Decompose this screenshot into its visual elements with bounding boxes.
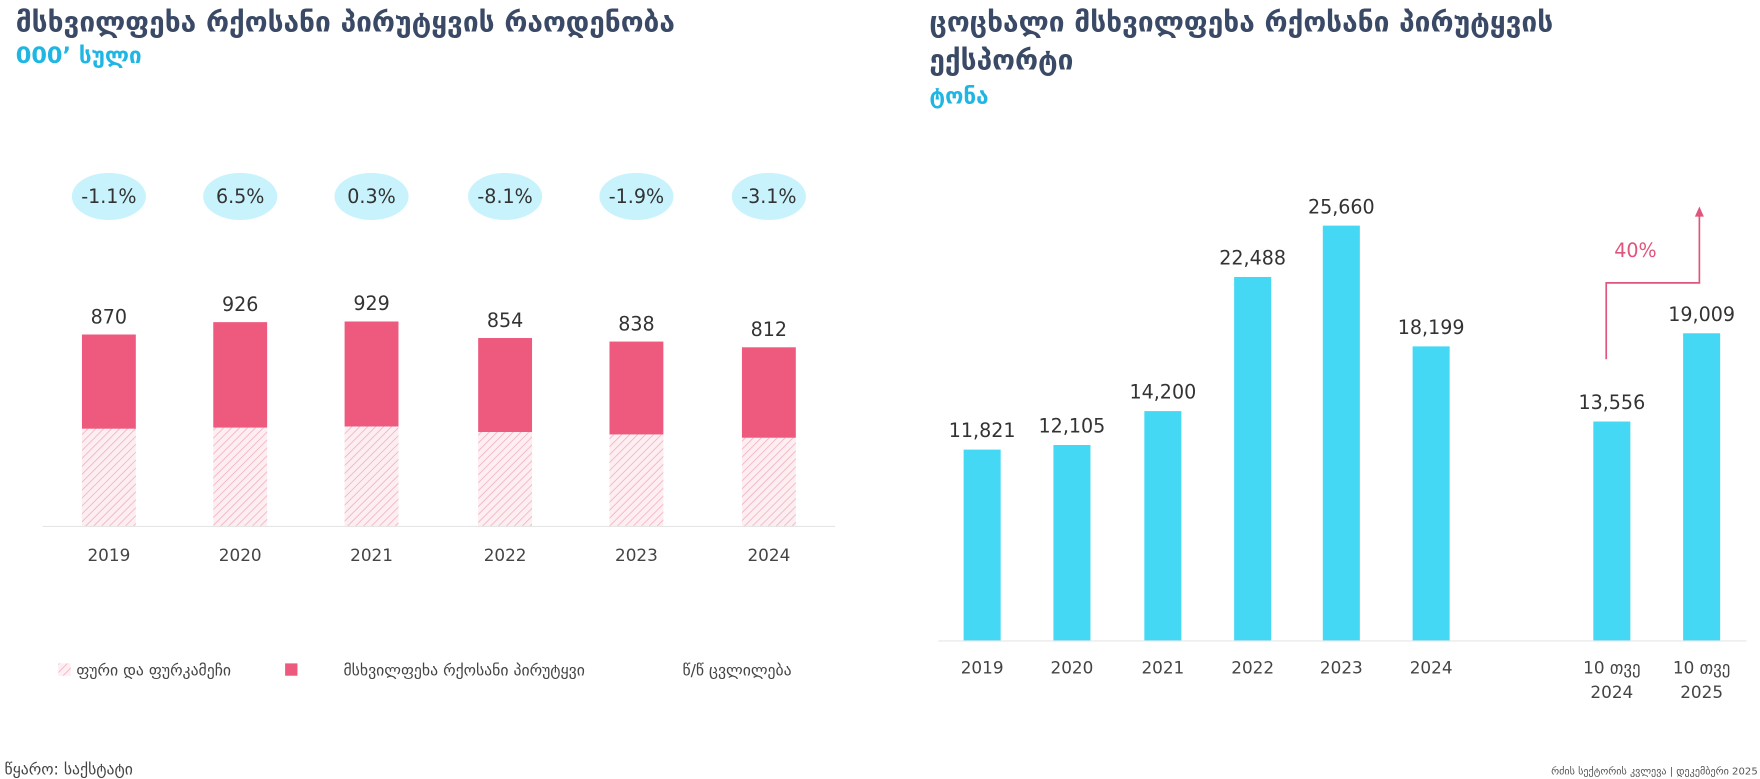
total-label-2020: 926 [222, 294, 258, 316]
footer-note: რძის სექტორის კვლევა | დეკემბერი 2025 [1551, 766, 1758, 778]
change-label-2020: 6.5% [216, 186, 264, 208]
change-label-2022: -8.1% [477, 186, 532, 208]
bar-cattle-2019 [81, 334, 136, 429]
x-tick-2019-line1: 2019 [961, 657, 1004, 677]
change-label-2021: 0.3% [347, 186, 395, 208]
x-tick-2024: 2024 [747, 545, 790, 565]
bar-cows-2023 [609, 434, 664, 527]
left-chart: 870 2019 -1.1% 926 2020 6.5% 929 2021 0.3% 854 202… [71, 172, 806, 565]
bar-2021 [1144, 411, 1182, 641]
change-bubble-2024 [731, 172, 806, 221]
bar-10 თვე-2025 [1683, 333, 1721, 641]
x-tick-10 თვე-2024-line1: 10 თვე [1583, 657, 1640, 677]
left-chart-title: მსხვილფეხა რქოსანი პირუტყვის რაოდენობა [16, 5, 675, 38]
total-label-2021: 929 [353, 293, 389, 315]
x-tick-2020-line1: 2020 [1051, 657, 1094, 677]
x-tick-2022-line1: 2022 [1231, 657, 1274, 677]
value-label-2020: 12,105 [1039, 416, 1106, 438]
legend-solid-swatch [285, 663, 298, 676]
x-tick-2020: 2020 [219, 545, 262, 565]
bar-2020 [1053, 445, 1091, 641]
x-tick-10 თვე-2025-line1: 10 თვე [1673, 657, 1730, 677]
bar-10 თვე-2024 [1593, 421, 1631, 641]
bar-cows-2024 [741, 437, 796, 527]
x-tick-2021-line1: 2021 [1141, 657, 1184, 677]
bar-2023 [1322, 225, 1360, 641]
value-label-2021: 14,200 [1129, 382, 1196, 404]
x-tick-2023: 2023 [615, 545, 658, 565]
legend-solid-label: მსხვილფეხა რქოსანი პირუტყვი [343, 661, 584, 680]
change-bubble-2019 [71, 172, 146, 221]
bar-2022 [1234, 276, 1272, 641]
bar-cows-2021 [344, 426, 399, 527]
total-label-2024: 812 [751, 319, 787, 341]
value-label-2023: 25,660 [1308, 196, 1375, 218]
source-note: წყარო: საქსტატი [4, 760, 132, 779]
growth-annotation: 40% [1614, 240, 1656, 262]
bar-cows-2022 [478, 432, 533, 527]
change-label-2024: -3.1% [741, 186, 796, 208]
value-label-10 თვე-2024: 13,556 [1578, 392, 1645, 414]
bar-cattle-2023 [609, 341, 664, 435]
total-label-2022: 854 [487, 310, 523, 332]
value-label-2019: 11,821 [949, 420, 1016, 442]
growth-arrow-line [1605, 213, 1701, 360]
bar-cattle-2021 [344, 321, 399, 427]
arrow-head-icon [1694, 206, 1704, 217]
right-chart: 11,821 2019 12,105 2020 14,200 2021 22,488 2022… [949, 196, 1735, 702]
total-label-2019: 870 [91, 306, 127, 328]
value-label-2022: 22,488 [1219, 248, 1286, 270]
bar-2019 [963, 449, 1001, 641]
change-label-2019: -1.1% [81, 186, 136, 208]
x-tick-2024-line1: 2024 [1410, 657, 1453, 677]
bar-cows-2019 [81, 428, 136, 527]
right-chart-title-line1: ცოცხალი მსხვილფეხა რქოსანი პირუტყვის [929, 5, 1553, 38]
legend-change-label: წ/წ ცვლილება [682, 661, 791, 680]
x-tick-10 თვე-2025-line2: 2025 [1680, 682, 1723, 702]
change-bubble-2020 [203, 172, 278, 221]
right-chart-subtitle: ტონა [929, 83, 988, 109]
x-tick-2023-line1: 2023 [1320, 657, 1363, 677]
bar-cattle-2024 [741, 347, 796, 438]
x-tick-2022: 2022 [484, 545, 527, 565]
total-label-2023: 838 [618, 313, 654, 335]
bar-2024 [1412, 346, 1450, 641]
value-label-2024: 18,199 [1398, 317, 1465, 339]
bar-cows-2020 [213, 427, 268, 527]
right-chart-title-line2: ექსპორტი [929, 44, 1073, 77]
change-bubble-2022 [468, 172, 543, 221]
bar-cattle-2020 [213, 322, 268, 428]
change-bubble-2021 [334, 172, 409, 221]
change-label-2023: -1.9% [609, 186, 664, 208]
legend-hatch-swatch [58, 663, 71, 676]
x-tick-2021: 2021 [350, 545, 393, 565]
left-chart-subtitle: 000’ სული [16, 43, 142, 69]
change-bubble-2023 [599, 172, 674, 221]
legend-hatch-label: ფური და ფურკამეჩი [76, 661, 231, 680]
bar-cattle-2022 [478, 338, 533, 433]
x-tick-2019: 2019 [87, 545, 130, 565]
value-label-10 თვე-2025: 19,009 [1668, 304, 1735, 326]
x-tick-10 თვე-2024-line2: 2024 [1590, 682, 1633, 702]
